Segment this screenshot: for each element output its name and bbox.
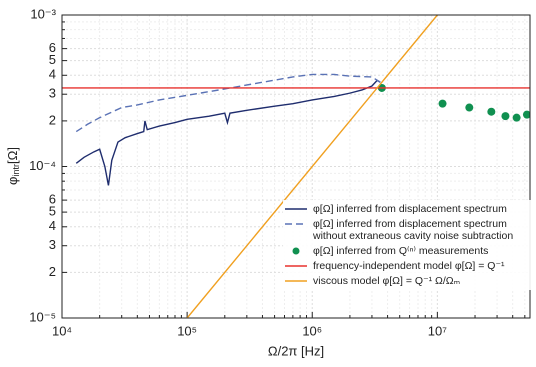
series-line	[75, 73, 381, 133]
y-tick-label: 2	[49, 112, 56, 127]
legend-swatch	[285, 208, 307, 210]
y-tick-label: 4	[49, 67, 56, 82]
series-line	[186, 15, 438, 318]
x-axis-label: Ω/2π [Hz]	[268, 343, 324, 358]
y-tick-label: 6	[49, 192, 56, 207]
y-tick-label: 5	[49, 204, 56, 219]
x-tick-label: 10⁵	[177, 323, 197, 338]
y-tick-label: 3	[49, 86, 56, 101]
data-point	[487, 107, 496, 116]
data-point	[465, 103, 474, 112]
y-label-sub: intr	[11, 164, 21, 177]
y-tick-label: 4	[49, 218, 56, 233]
legend-label: φ[Ω] inferred from Q⁽ⁿ⁾ measurements	[313, 245, 489, 257]
y-tick-label: 6	[49, 40, 56, 55]
legend-swatch	[292, 247, 300, 255]
legend-swatch	[285, 280, 307, 282]
y-tick-label: 10⁻⁵	[29, 309, 56, 324]
legend-swatch	[285, 223, 307, 225]
data-point	[438, 99, 447, 108]
legend-item: φ[Ω] inferred from displacement spectrum…	[283, 218, 533, 242]
y-tick-label: 10⁻³	[30, 6, 56, 21]
data-point	[512, 113, 521, 122]
y-label-rest: [Ω]	[5, 147, 20, 164]
data-point	[501, 112, 510, 121]
series-line	[75, 79, 381, 186]
legend-item: viscous model φ[Ω] = Q⁻¹ Ω/Ωₘ	[283, 275, 533, 287]
legend: φ[Ω] inferred from displacement spectrum…	[283, 200, 533, 290]
legend-label: frequency-independent model φ[Ω] = Q⁻¹	[313, 260, 505, 272]
legend-label: φ[Ω] inferred from displacement spectrum	[313, 203, 507, 215]
plot-frame	[61, 14, 531, 319]
x-tick-label: 10⁷	[428, 323, 447, 338]
legend-label: viscous model φ[Ω] = Q⁻¹ Ω/Ωₘ	[313, 275, 461, 287]
x-tick-label: 10⁶	[302, 323, 322, 338]
x-tick-label: 10⁴	[52, 323, 72, 338]
y-label-main: φ	[5, 177, 20, 185]
y-tick-label: 2	[49, 264, 56, 279]
legend-item: φ[Ω] inferred from displacement spectrum	[283, 203, 533, 215]
legend-swatch	[285, 265, 307, 267]
data-point	[522, 110, 530, 119]
y-axis-label: φintr[Ω]	[5, 147, 21, 185]
y-tick-label: 3	[49, 237, 56, 252]
y-tick-label: 5	[49, 52, 56, 67]
legend-marker	[292, 247, 300, 255]
plot-area	[62, 15, 530, 318]
y-tick-label: 10⁻⁴	[29, 158, 56, 173]
legend-item: φ[Ω] inferred from Q⁽ⁿ⁾ measurements	[283, 245, 533, 257]
legend-item: frequency-independent model φ[Ω] = Q⁻¹	[283, 260, 533, 272]
legend-label: φ[Ω] inferred from displacement spectrum…	[313, 218, 514, 242]
